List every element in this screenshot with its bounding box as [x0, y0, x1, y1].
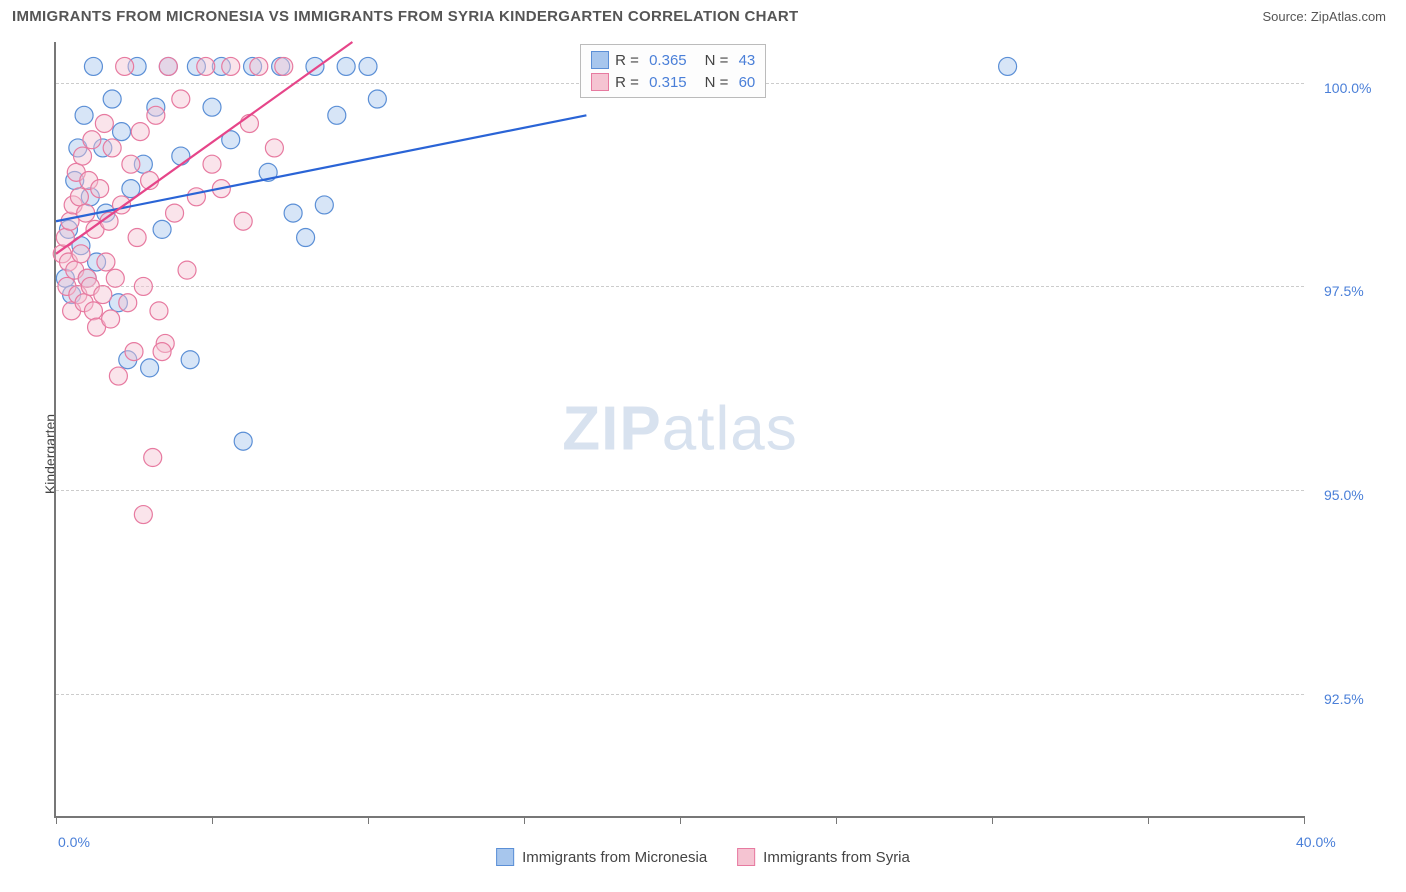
data-point: [153, 343, 171, 361]
data-point: [109, 367, 127, 385]
plot-svg: [56, 42, 1304, 816]
data-point: [144, 449, 162, 467]
bottom-legend: Immigrants from Micronesia Immigrants fro…: [496, 848, 910, 866]
legend-swatch: [737, 848, 755, 866]
data-point: [125, 343, 143, 361]
plot-area: ZIPatlas R = 0.365N = 43R = 0.315N = 60 …: [54, 42, 1304, 818]
data-point: [181, 351, 199, 369]
data-point: [315, 196, 333, 214]
bottom-legend-item: Immigrants from Syria: [737, 848, 910, 866]
data-point: [187, 188, 205, 206]
data-point: [84, 57, 102, 75]
data-point: [70, 188, 88, 206]
data-point: [95, 114, 113, 132]
data-point: [91, 180, 109, 198]
bottom-legend-label: Immigrants from Micronesia: [522, 849, 707, 866]
data-point: [178, 261, 196, 279]
x-tick: [680, 816, 681, 824]
legend-swatch: [591, 51, 609, 69]
x-tick-label-max: 40.0%: [1296, 834, 1336, 850]
data-point: [197, 57, 215, 75]
data-point: [999, 57, 1017, 75]
legend-r-label: R =: [615, 52, 639, 69]
legend-swatch: [496, 848, 514, 866]
data-point: [102, 310, 120, 328]
source-label: Source: ZipAtlas.com: [1262, 9, 1386, 24]
chart-container: Kindergarten ZIPatlas R = 0.365N = 43R =…: [12, 34, 1394, 874]
data-point: [116, 57, 134, 75]
data-point: [359, 57, 377, 75]
data-point: [103, 139, 121, 157]
y-tick-label: 92.5%: [1324, 691, 1364, 707]
data-point: [97, 253, 115, 271]
data-point: [337, 57, 355, 75]
data-point: [203, 98, 221, 116]
x-tick: [212, 816, 213, 824]
data-point: [134, 506, 152, 524]
stats-legend-row: R = 0.365 N = 43: [591, 49, 755, 71]
y-tick-label: 97.5%: [1324, 283, 1364, 299]
data-point: [234, 212, 252, 230]
legend-r-value: 0.365: [645, 52, 687, 69]
data-point: [72, 245, 90, 263]
x-tick: [368, 816, 369, 824]
data-point: [159, 57, 177, 75]
y-tick-label: 95.0%: [1324, 487, 1364, 503]
data-point: [122, 155, 140, 173]
y-tick-label: 100.0%: [1324, 80, 1371, 96]
x-tick-label-min: 0.0%: [58, 834, 90, 850]
legend-n-value: 60: [734, 74, 755, 91]
data-point: [172, 90, 190, 108]
data-point: [368, 90, 386, 108]
legend-n-value: 43: [734, 52, 755, 69]
x-tick: [1304, 816, 1305, 824]
data-point: [172, 147, 190, 165]
x-tick: [836, 816, 837, 824]
data-point: [297, 229, 315, 247]
data-point: [119, 294, 137, 312]
data-point: [147, 106, 165, 124]
data-point: [284, 204, 302, 222]
x-tick: [56, 816, 57, 824]
data-point: [203, 155, 221, 173]
legend-r-value: 0.315: [645, 74, 687, 91]
legend-swatch: [591, 73, 609, 91]
bottom-legend-label: Immigrants from Syria: [763, 849, 910, 866]
data-point: [150, 302, 168, 320]
data-point: [166, 204, 184, 222]
data-point: [240, 114, 258, 132]
chart-title: IMMIGRANTS FROM MICRONESIA VS IMMIGRANTS…: [12, 8, 799, 25]
data-point: [83, 131, 101, 149]
data-point: [134, 277, 152, 295]
data-point: [75, 106, 93, 124]
stats-legend-row: R = 0.315 N = 60: [591, 71, 755, 93]
x-tick: [992, 816, 993, 824]
data-point: [128, 229, 146, 247]
data-point: [234, 432, 252, 450]
legend-n-label: N =: [705, 74, 729, 91]
legend-n-label: N =: [705, 52, 729, 69]
data-point: [103, 90, 121, 108]
data-point: [222, 57, 240, 75]
legend-r-label: R =: [615, 74, 639, 91]
stats-legend: R = 0.365 N = 43 R = 0.315 N = 60: [580, 44, 766, 98]
data-point: [265, 139, 283, 157]
data-point: [131, 123, 149, 141]
data-point: [94, 286, 112, 304]
header: IMMIGRANTS FROM MICRONESIA VS IMMIGRANTS…: [0, 0, 1406, 29]
data-point: [328, 106, 346, 124]
data-point: [74, 147, 92, 165]
data-point: [250, 57, 268, 75]
x-tick: [524, 816, 525, 824]
data-point: [141, 359, 159, 377]
data-point: [275, 57, 293, 75]
data-point: [153, 220, 171, 238]
data-point: [113, 123, 131, 141]
x-tick: [1148, 816, 1149, 824]
bottom-legend-item: Immigrants from Micronesia: [496, 848, 707, 866]
data-point: [106, 269, 124, 287]
data-point: [84, 302, 102, 320]
